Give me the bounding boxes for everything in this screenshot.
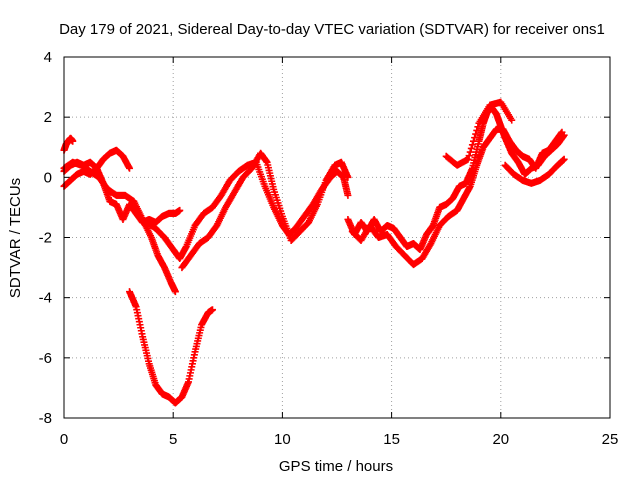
ticks-layer: 0 5 10 15 20 25 -8 -6 -4 -2 0 2 4	[39, 49, 619, 448]
x-tick-label: 5	[169, 431, 177, 448]
data-point	[209, 306, 217, 314]
series-arc-d	[60, 158, 179, 296]
x-tick-label: 20	[492, 431, 509, 448]
y-tick-label: -8	[39, 410, 52, 427]
x-tick-label: 0	[60, 431, 68, 448]
data-point	[466, 148, 474, 156]
x-axis-label: GPS time / hours	[279, 458, 393, 475]
data-point	[472, 130, 480, 138]
data-point	[464, 155, 472, 163]
series-arc-i	[348, 125, 566, 269]
data-point	[126, 164, 134, 172]
y-tick-label: -4	[39, 290, 52, 307]
series-arc-a	[60, 134, 77, 154]
y-tick-label: -6	[39, 350, 52, 367]
series-arc-j	[501, 155, 568, 187]
data-point	[344, 191, 352, 199]
series-arc-e	[126, 288, 217, 407]
x-tick-label: 25	[602, 431, 619, 448]
data-point	[558, 128, 566, 136]
y-tick-label: -2	[39, 230, 52, 247]
chart-title: Day 179 of 2021, Sidereal Day-to-day VTE…	[59, 21, 605, 38]
data-point	[470, 137, 477, 145]
points-layer	[60, 98, 568, 407]
data-point	[171, 288, 179, 296]
y-axis-label: SDTVAR / TECUs	[7, 178, 24, 298]
data-point	[465, 152, 473, 160]
data-point	[473, 126, 481, 134]
y-tick-label: 2	[44, 109, 52, 126]
x-tick-label: 10	[274, 431, 291, 448]
data-point	[474, 123, 482, 131]
y-tick-label: 0	[44, 169, 52, 186]
x-tick-label: 15	[383, 431, 400, 448]
data-point	[467, 144, 475, 152]
plot-frame	[63, 56, 611, 419]
data-point	[344, 173, 352, 181]
data-point	[560, 155, 568, 163]
series-arc-k	[442, 98, 516, 169]
data-point	[471, 134, 479, 142]
data-point	[468, 141, 476, 149]
series-arc-g	[178, 149, 352, 272]
data-point	[69, 137, 77, 145]
y-tick-label: 4	[44, 49, 52, 66]
data-point	[176, 206, 184, 214]
data-point	[508, 116, 516, 124]
